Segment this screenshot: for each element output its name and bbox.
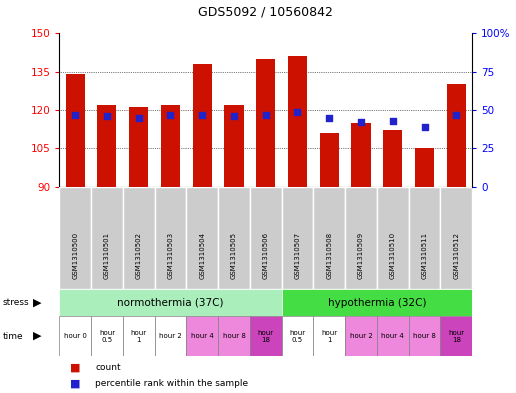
Text: GDS5092 / 10560842: GDS5092 / 10560842 — [198, 5, 333, 18]
Bar — [383, 130, 402, 187]
Text: hour 4: hour 4 — [381, 333, 404, 339]
Point — [71, 112, 79, 118]
Bar — [282, 187, 313, 289]
Text: hour 8: hour 8 — [222, 333, 246, 339]
Bar — [415, 148, 434, 187]
Text: stress: stress — [3, 298, 29, 307]
Bar — [129, 107, 148, 187]
Text: GSM1310511: GSM1310511 — [422, 231, 428, 279]
Text: hour 8: hour 8 — [413, 333, 436, 339]
Bar — [218, 187, 250, 289]
Bar — [192, 64, 212, 187]
Bar — [288, 56, 307, 187]
Bar — [282, 289, 472, 316]
Bar — [218, 316, 250, 356]
Text: hour 2: hour 2 — [350, 333, 373, 339]
Point — [230, 113, 238, 119]
Point — [166, 112, 174, 118]
Bar — [91, 316, 123, 356]
Bar — [123, 316, 155, 356]
Point — [135, 114, 143, 121]
Bar — [377, 316, 409, 356]
Bar — [155, 187, 186, 289]
Text: hour
1: hour 1 — [321, 329, 337, 343]
Bar — [186, 187, 218, 289]
Bar — [91, 187, 123, 289]
Bar — [59, 187, 91, 289]
Text: hour
0.5: hour 0.5 — [289, 329, 305, 343]
Bar — [59, 289, 282, 316]
Text: GSM1310510: GSM1310510 — [390, 231, 396, 279]
Text: GSM1310507: GSM1310507 — [295, 231, 300, 279]
Bar — [440, 187, 472, 289]
Bar — [224, 105, 244, 187]
Bar — [250, 187, 282, 289]
Bar — [161, 105, 180, 187]
Text: hour 4: hour 4 — [191, 333, 214, 339]
Text: GSM1310501: GSM1310501 — [104, 231, 110, 279]
Bar — [320, 133, 339, 187]
Text: hour
18: hour 18 — [448, 329, 464, 343]
Bar — [440, 316, 472, 356]
Text: ■: ■ — [70, 362, 80, 373]
Point — [103, 113, 111, 119]
Bar — [351, 123, 370, 187]
Bar — [123, 187, 155, 289]
Point — [421, 124, 429, 130]
Text: count: count — [95, 363, 121, 372]
Text: hour
0.5: hour 0.5 — [99, 329, 115, 343]
Bar — [345, 316, 377, 356]
Text: GSM1310502: GSM1310502 — [136, 231, 142, 279]
Bar — [409, 187, 440, 289]
Text: ▶: ▶ — [33, 331, 41, 341]
Bar — [66, 74, 85, 187]
Point — [357, 119, 365, 125]
Bar — [256, 59, 275, 187]
Bar — [186, 316, 218, 356]
Text: GSM1310508: GSM1310508 — [326, 231, 332, 279]
Bar — [377, 187, 409, 289]
Text: GSM1310504: GSM1310504 — [199, 231, 205, 279]
Text: hour 0: hour 0 — [64, 333, 87, 339]
Bar — [155, 316, 186, 356]
Bar — [250, 316, 282, 356]
Bar — [409, 316, 440, 356]
Text: GSM1310505: GSM1310505 — [231, 231, 237, 279]
Bar — [345, 187, 377, 289]
Bar — [59, 316, 91, 356]
Bar — [313, 187, 345, 289]
Text: GSM1310500: GSM1310500 — [72, 231, 78, 279]
Bar — [313, 316, 345, 356]
Point — [294, 108, 302, 115]
Text: hypothermia (32C): hypothermia (32C) — [328, 298, 426, 308]
Text: percentile rank within the sample: percentile rank within the sample — [95, 379, 249, 387]
Text: normothermia (37C): normothermia (37C) — [117, 298, 224, 308]
Bar — [282, 316, 313, 356]
Text: GSM1310509: GSM1310509 — [358, 231, 364, 279]
Text: GSM1310512: GSM1310512 — [453, 231, 459, 279]
Bar — [98, 105, 117, 187]
Point — [198, 112, 206, 118]
Text: hour
1: hour 1 — [131, 329, 147, 343]
Text: ▶: ▶ — [33, 298, 41, 308]
Text: GSM1310503: GSM1310503 — [168, 231, 173, 279]
Bar — [447, 84, 466, 187]
Text: GSM1310506: GSM1310506 — [263, 231, 269, 279]
Point — [452, 112, 460, 118]
Text: hour 2: hour 2 — [159, 333, 182, 339]
Text: hour
18: hour 18 — [257, 329, 274, 343]
Point — [389, 118, 397, 124]
Point — [262, 112, 270, 118]
Text: ■: ■ — [70, 378, 80, 388]
Text: time: time — [3, 332, 23, 340]
Point — [325, 114, 333, 121]
